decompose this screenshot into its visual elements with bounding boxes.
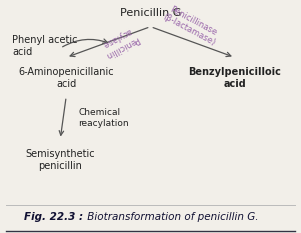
Text: Penicillin
acylase: Penicillin acylase xyxy=(98,25,140,60)
Text: Chemical
reacylation: Chemical reacylation xyxy=(78,108,129,128)
Text: Benzylpenicilloic
acid: Benzylpenicilloic acid xyxy=(188,67,281,89)
Text: Biotransformation of penicillin G.: Biotransformation of penicillin G. xyxy=(84,212,259,222)
Text: 6-Aminopenicillanic
acid: 6-Aminopenicillanic acid xyxy=(18,67,114,89)
Text: Penicillin G: Penicillin G xyxy=(120,8,181,18)
Text: Fig. 22.3 :: Fig. 22.3 : xyxy=(24,212,83,222)
Text: Semisynthetic
penicillin: Semisynthetic penicillin xyxy=(25,149,95,171)
Text: Penicillinase
(β-lactamase): Penicillinase (β-lactamase) xyxy=(161,3,222,48)
Text: Phenyl acetic
acid: Phenyl acetic acid xyxy=(12,35,78,57)
